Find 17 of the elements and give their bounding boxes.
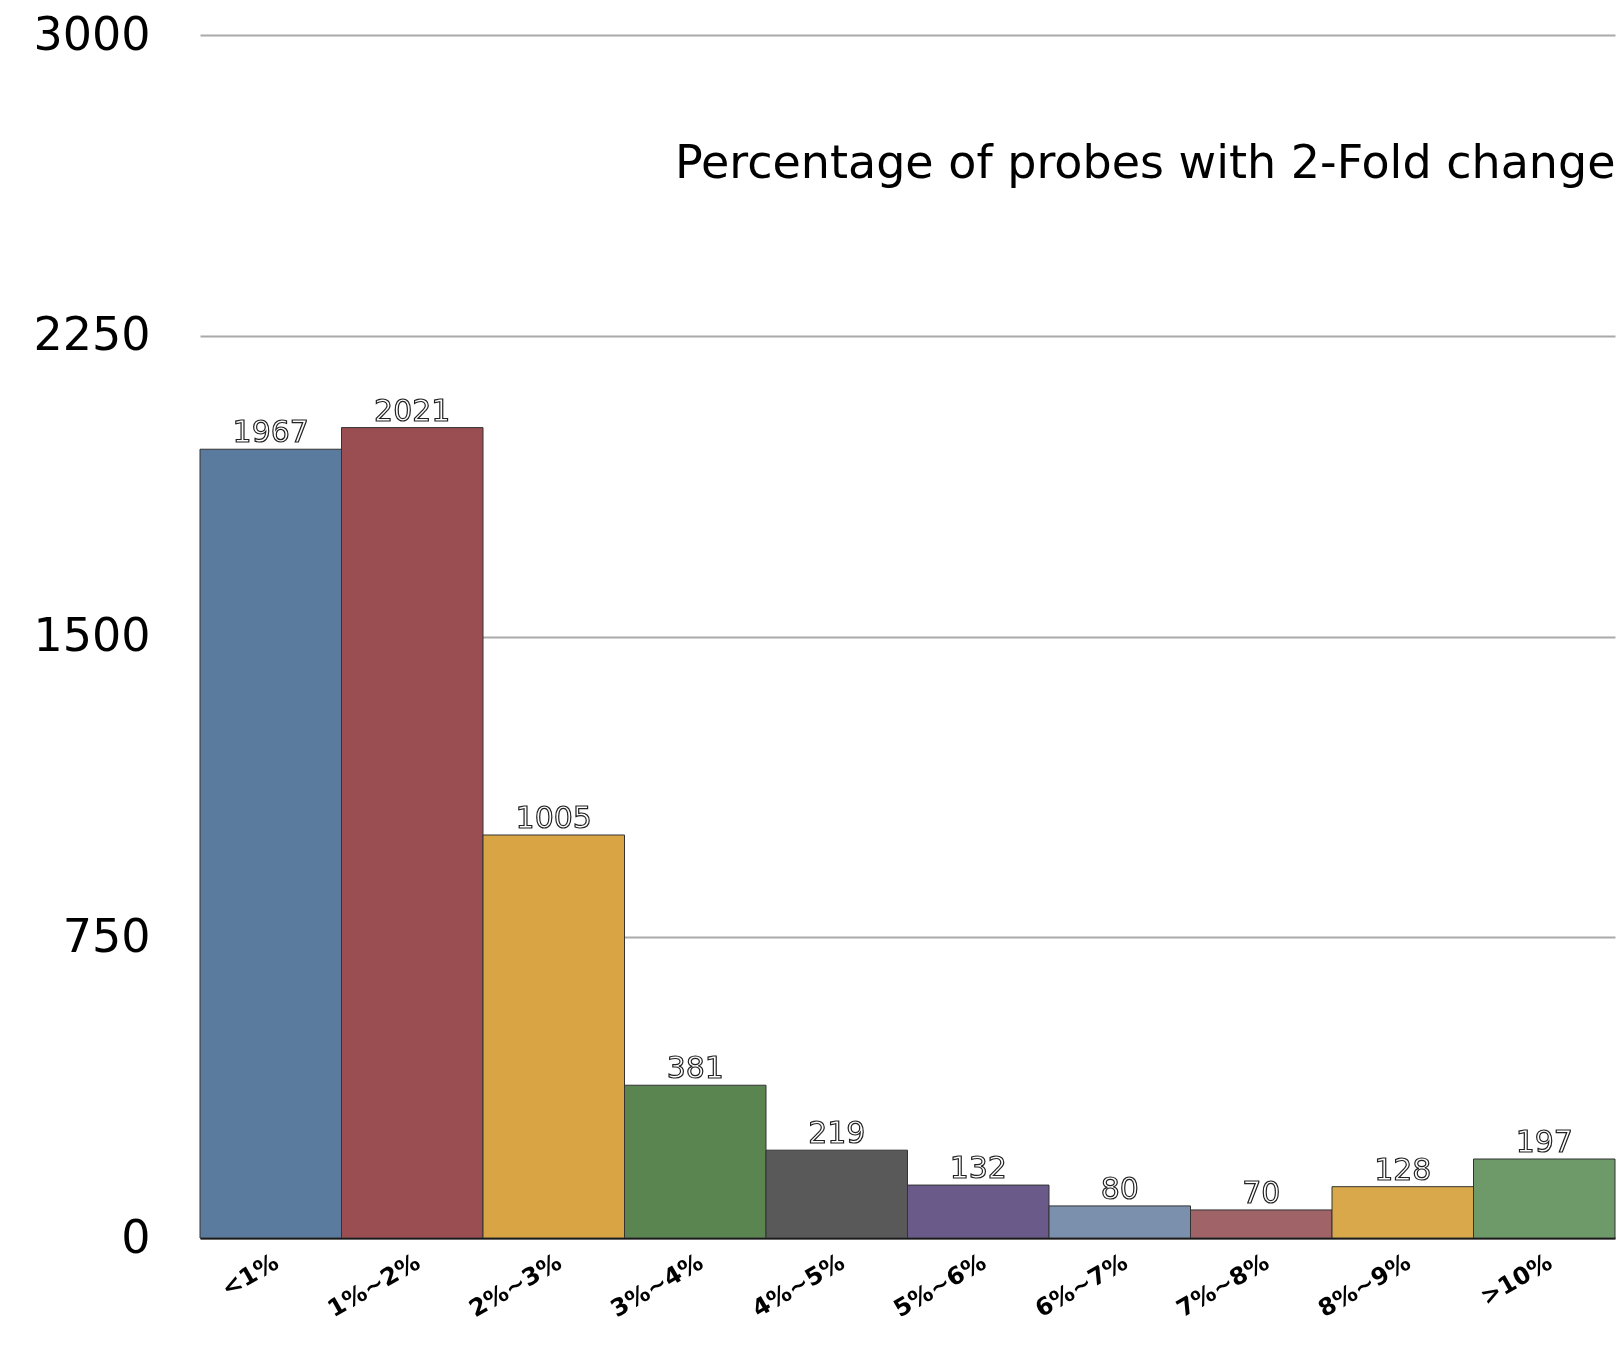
text: Percentage of probes with 2-Fold change [674,135,1616,189]
data-label: 197 [1515,1124,1573,1159]
data-label: 219 [808,1115,866,1151]
data-label: 1005 [515,799,592,835]
data-label: 80 [1100,1170,1139,1206]
data-label: 70 [1242,1174,1281,1210]
x-tick-label: <1% [216,1247,284,1303]
data-label: 128 [1374,1151,1432,1187]
data-label: 2021 [374,392,451,428]
y-tick-label: 0 [121,1209,151,1264]
y-tick-label: 2250 [33,307,151,362]
y-tick-label: 750 [62,908,151,963]
data-label: 132 [949,1150,1007,1186]
data-label: 381 [666,1050,724,1086]
y-tick-label: 3000 [33,6,151,61]
y-tick-label: 1500 [33,608,151,662]
data-label: 1967 [232,414,309,450]
